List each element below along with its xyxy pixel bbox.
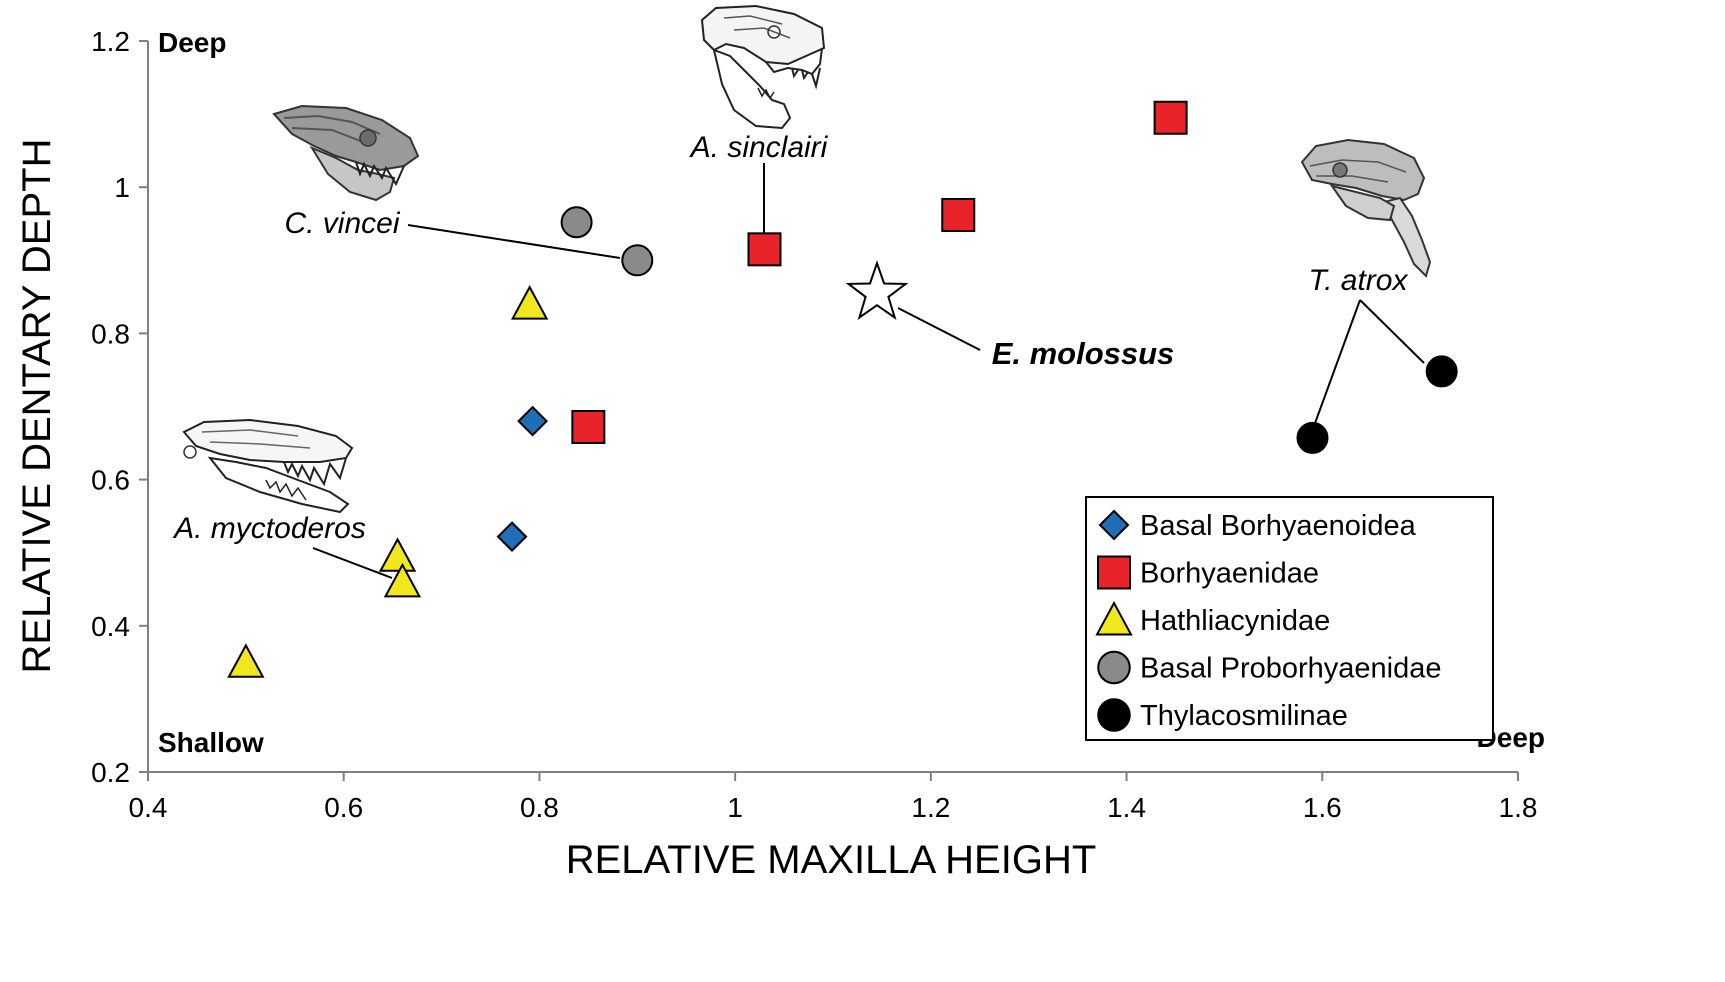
x-tick-label: 1.2 xyxy=(911,792,950,823)
corner-label-deep-top: Deep xyxy=(158,27,226,58)
leader-line-t-atrox-1 xyxy=(1313,299,1361,427)
y-tick-label: 1 xyxy=(114,172,130,203)
data-point-basal-proborhyaenidae xyxy=(560,206,593,239)
leader-line-t-atrox-2 xyxy=(1359,299,1425,364)
data-points xyxy=(227,100,1458,678)
x-tick-label: 0.4 xyxy=(129,792,168,823)
y-tick-label: 0.4 xyxy=(91,611,130,642)
data-point-basal-borhyaenoidea xyxy=(496,521,528,553)
skull-illustration-icon xyxy=(182,418,354,514)
leader-line-a-myctoderos xyxy=(312,547,393,579)
annotation-a-myctoderos: A. myctoderos xyxy=(172,512,366,545)
data-point-basal-proborhyaenidae xyxy=(621,244,654,277)
legend-marker-basal-borhyaenoidea xyxy=(1098,509,1130,541)
x-tick-label: 1 xyxy=(727,792,743,823)
legend-marker-basal-proborhyaenidae xyxy=(1097,650,1131,685)
legend-label-basal-proborhyaenidae: Basal Proborhyaenidae xyxy=(1140,653,1441,685)
corner-label-shallow: Shallow xyxy=(158,727,264,758)
tick-marks xyxy=(139,40,1519,781)
legend-label-basal-borhyaenoidea: Basal Borhyaenoidea xyxy=(1140,510,1417,542)
annotation-t-atrox: T. atrox xyxy=(1309,264,1409,297)
data-point-e-molossus xyxy=(845,260,909,320)
x-tick-label: 0.8 xyxy=(520,792,559,823)
annotation-c-vincei: C. vincei xyxy=(284,207,400,240)
leader-line-e-molossus xyxy=(897,307,981,351)
data-point-basal-borhyaenoidea xyxy=(517,405,548,437)
skull-illustration-icon xyxy=(700,4,826,130)
y-tick-label: 0.2 xyxy=(91,757,130,788)
data-point-borhyaenidae xyxy=(571,409,606,444)
data-point-hathliacynidae xyxy=(227,643,265,678)
y-axis-title: RELATIVE DENTARY DEPTH xyxy=(15,139,59,674)
legend-label-hathliacynidae: Hathliacynidae xyxy=(1140,605,1330,637)
y-tick-label: 0.6 xyxy=(91,465,130,496)
data-point-borhyaenidae xyxy=(747,232,782,267)
legend-box xyxy=(1085,496,1494,741)
legend-marker-borhyaenidae xyxy=(1097,555,1131,590)
data-point-hathliacynidae xyxy=(510,285,549,320)
x-tick-label: 1.6 xyxy=(1303,792,1342,823)
tick-labels: 0.4 0.6 0.8 1 1.2 1.4 1.6 1.8 0.2 0.4 0.6 0.8 1 1.2 xyxy=(91,26,1537,823)
skull-illustration-icon xyxy=(272,104,420,202)
x-tick-label: 1.8 xyxy=(1499,792,1538,823)
legend-label-thylacosmilinae: Thylacosmilinae xyxy=(1140,700,1348,732)
annotation-e-molossus: E. molossus xyxy=(992,336,1175,371)
data-point-hathliacynidae xyxy=(383,562,422,598)
axes xyxy=(147,41,1518,773)
data-point-borhyaenidae xyxy=(941,197,976,232)
y-tick-label: 0.8 xyxy=(91,318,130,349)
annotation-a-sinclairi: A. sinclairi xyxy=(689,131,829,164)
data-point-thylacosmilinae xyxy=(1425,355,1458,388)
leader-lines xyxy=(312,163,1425,579)
leader-line-c-vincei xyxy=(407,224,621,259)
data-point-borhyaenidae xyxy=(1153,100,1188,135)
x-tick-label: 0.6 xyxy=(324,792,363,823)
data-point-thylacosmilinae xyxy=(1296,421,1329,454)
skull-illustration-icon xyxy=(1300,138,1432,278)
x-tick-label: 1.4 xyxy=(1107,792,1146,823)
y-tick-label: 1.2 xyxy=(91,26,130,57)
data-point-hathliacynidae xyxy=(378,537,417,572)
legend: Basal Borhyaenoidea Borhyaenidae Hathliacy… xyxy=(1085,496,1494,741)
legend-marker-hathliacynidae xyxy=(1095,600,1133,636)
legend-label-borhyaenidae: Borhyaenidae xyxy=(1140,558,1319,590)
legend-marker-thylacosmilinae xyxy=(1097,698,1131,732)
x-axis-title: RELATIVE MAXILLA HEIGHT xyxy=(566,838,1097,882)
